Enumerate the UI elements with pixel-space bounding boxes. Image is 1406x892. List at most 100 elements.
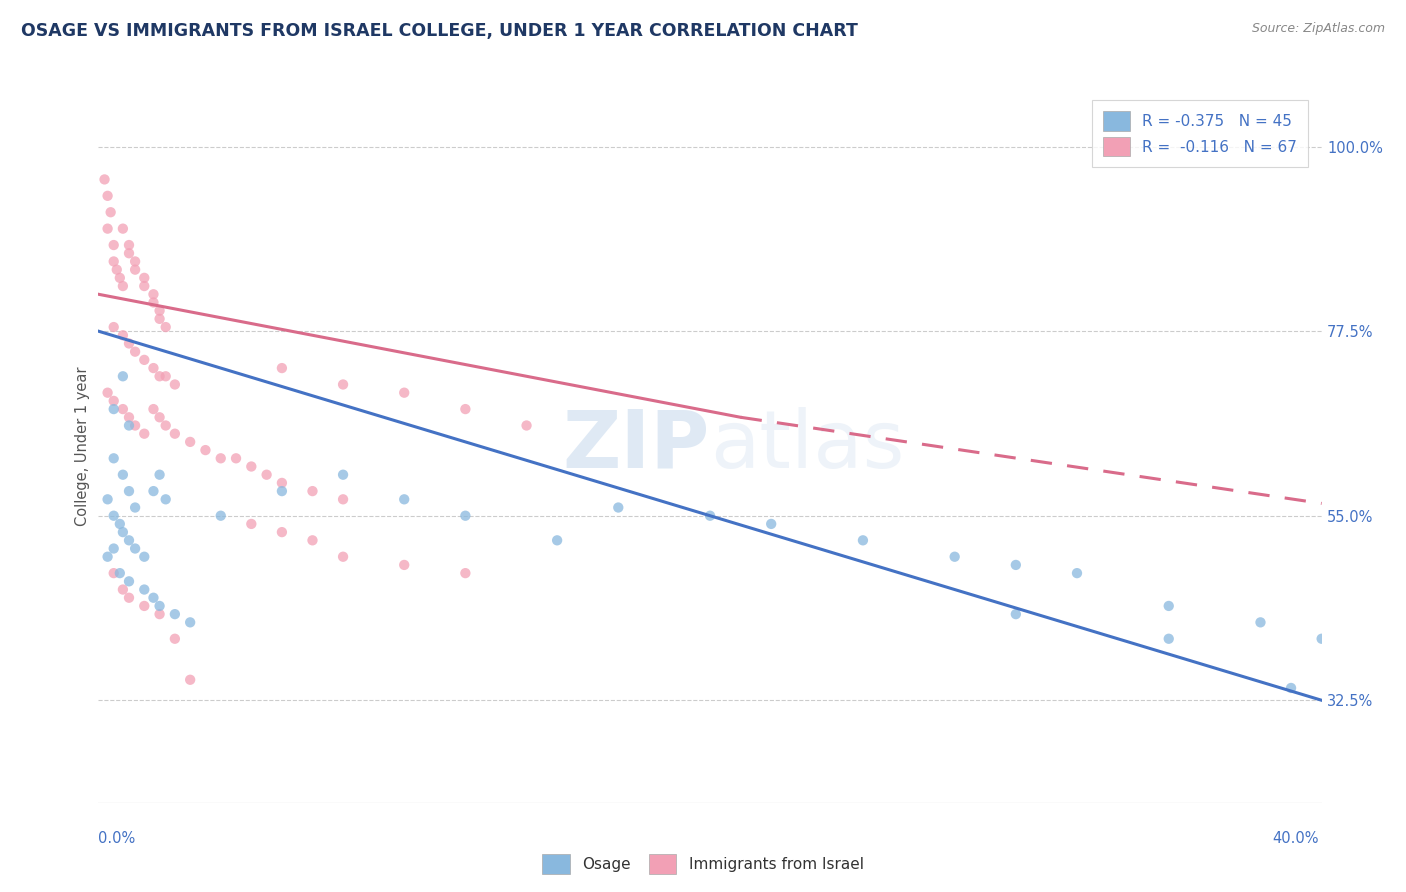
Point bbox=[118, 591, 141, 605]
Text: atlas: atlas bbox=[710, 407, 904, 485]
Point bbox=[111, 279, 134, 293]
Point bbox=[1004, 607, 1026, 622]
Point bbox=[118, 410, 141, 425]
Point bbox=[163, 607, 186, 622]
Point bbox=[97, 221, 120, 235]
Point bbox=[142, 295, 165, 310]
Point bbox=[607, 500, 630, 515]
Point bbox=[149, 467, 172, 482]
Point bbox=[118, 246, 141, 260]
Point bbox=[97, 385, 120, 400]
Point bbox=[97, 549, 120, 564]
Point bbox=[1279, 681, 1302, 695]
Text: 40.0%: 40.0% bbox=[1272, 831, 1319, 846]
Point bbox=[149, 311, 172, 326]
Point bbox=[270, 361, 292, 376]
Point bbox=[103, 402, 125, 417]
Point bbox=[103, 566, 125, 581]
Point bbox=[97, 189, 120, 203]
Point bbox=[111, 582, 134, 597]
Point bbox=[108, 566, 131, 581]
Point bbox=[103, 541, 125, 556]
Point bbox=[142, 484, 165, 499]
Point bbox=[454, 508, 477, 523]
Point bbox=[392, 558, 416, 572]
Point bbox=[155, 418, 177, 433]
Point bbox=[105, 262, 128, 277]
Text: OSAGE VS IMMIGRANTS FROM ISRAEL COLLEGE, UNDER 1 YEAR CORRELATION CHART: OSAGE VS IMMIGRANTS FROM ISRAEL COLLEGE,… bbox=[21, 22, 858, 40]
Point bbox=[111, 369, 134, 384]
Point bbox=[111, 328, 134, 343]
Point bbox=[149, 369, 172, 384]
Legend: Osage, Immigrants from Israel: Osage, Immigrants from Israel bbox=[536, 848, 870, 880]
Point bbox=[240, 459, 263, 474]
Point bbox=[108, 270, 131, 285]
Point bbox=[118, 238, 141, 252]
Point bbox=[134, 599, 156, 613]
Point bbox=[943, 549, 966, 564]
Point bbox=[392, 385, 416, 400]
Point bbox=[93, 172, 115, 186]
Point bbox=[392, 492, 416, 507]
Point bbox=[1310, 632, 1333, 646]
Point bbox=[118, 418, 141, 433]
Point bbox=[454, 402, 477, 417]
Point bbox=[103, 451, 125, 466]
Point bbox=[118, 574, 141, 589]
Point bbox=[699, 508, 721, 523]
Point bbox=[108, 516, 131, 531]
Point bbox=[179, 673, 201, 687]
Point bbox=[516, 418, 538, 433]
Point bbox=[240, 516, 263, 531]
Point bbox=[118, 533, 141, 548]
Point bbox=[118, 336, 141, 351]
Point bbox=[124, 418, 146, 433]
Point bbox=[1066, 566, 1088, 581]
Point bbox=[163, 426, 186, 441]
Point bbox=[332, 377, 354, 392]
Point bbox=[111, 221, 134, 235]
Point bbox=[270, 484, 292, 499]
Point bbox=[124, 500, 146, 515]
Text: Source: ZipAtlas.com: Source: ZipAtlas.com bbox=[1251, 22, 1385, 36]
Point bbox=[103, 508, 125, 523]
Point bbox=[155, 369, 177, 384]
Point bbox=[103, 393, 125, 408]
Point bbox=[111, 467, 134, 482]
Text: ZIP: ZIP bbox=[562, 407, 710, 485]
Point bbox=[225, 451, 247, 466]
Point bbox=[270, 525, 292, 540]
Point bbox=[179, 434, 201, 449]
Point bbox=[103, 254, 125, 268]
Point bbox=[163, 377, 186, 392]
Legend: R = -0.375   N = 45, R =  -0.116   N = 67: R = -0.375 N = 45, R = -0.116 N = 67 bbox=[1092, 101, 1308, 167]
Point bbox=[155, 320, 177, 334]
Point bbox=[134, 426, 156, 441]
Point bbox=[124, 254, 146, 268]
Point bbox=[149, 410, 172, 425]
Point bbox=[111, 525, 134, 540]
Point bbox=[155, 492, 177, 507]
Y-axis label: College, Under 1 year: College, Under 1 year bbox=[75, 367, 90, 525]
Point bbox=[103, 238, 125, 252]
Point bbox=[209, 508, 232, 523]
Point bbox=[149, 607, 172, 622]
Point bbox=[124, 344, 146, 359]
Point bbox=[332, 549, 354, 564]
Point bbox=[546, 533, 568, 548]
Point bbox=[149, 599, 172, 613]
Point bbox=[142, 287, 165, 301]
Text: 0.0%: 0.0% bbox=[98, 831, 135, 846]
Point bbox=[256, 467, 278, 482]
Point bbox=[332, 492, 354, 507]
Point bbox=[142, 361, 165, 376]
Point bbox=[1157, 632, 1180, 646]
Point bbox=[97, 492, 120, 507]
Point bbox=[142, 591, 165, 605]
Point bbox=[134, 270, 156, 285]
Point bbox=[301, 533, 323, 548]
Point bbox=[1004, 558, 1026, 572]
Point bbox=[759, 516, 782, 531]
Point bbox=[301, 484, 323, 499]
Point bbox=[100, 205, 122, 219]
